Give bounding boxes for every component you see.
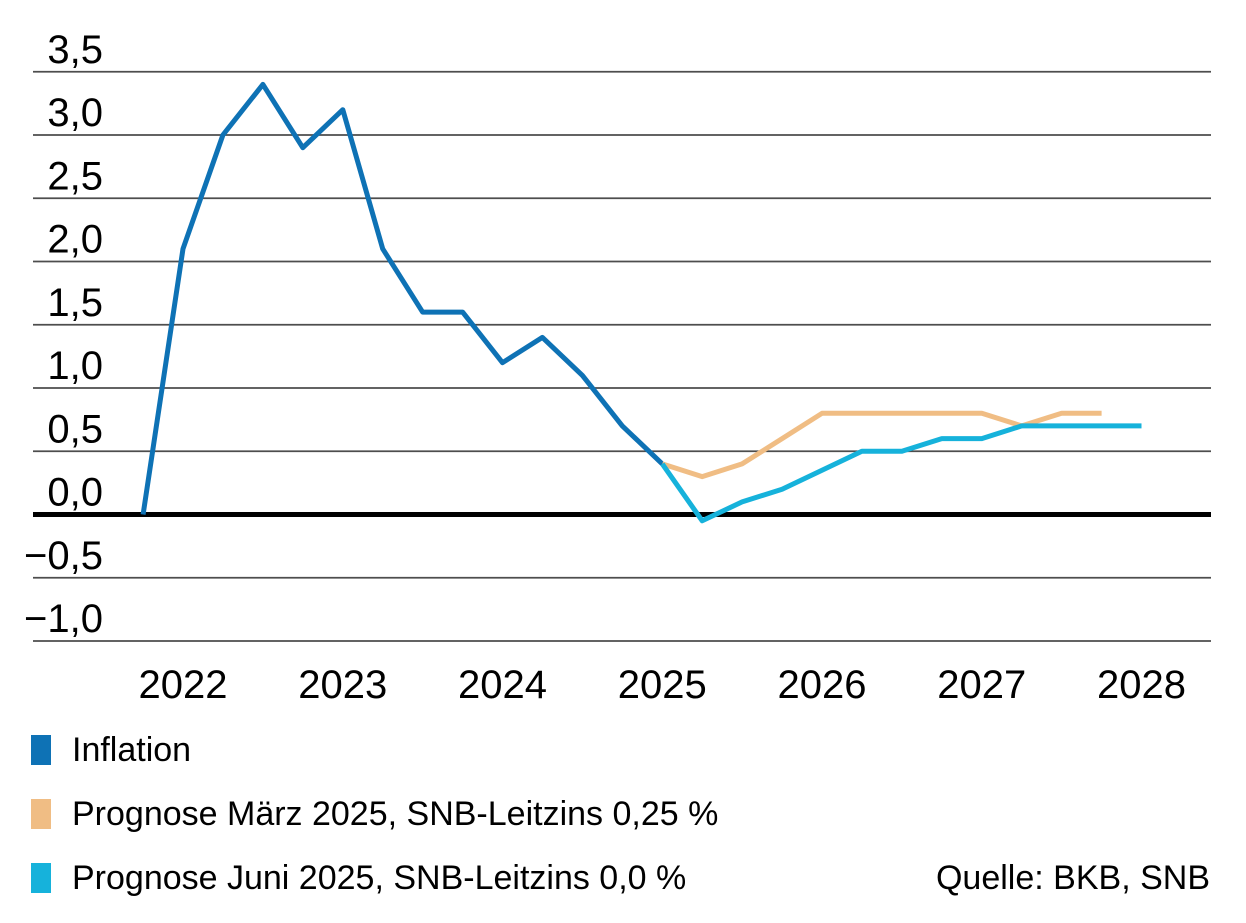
series-line-prognose-maerz-2025 xyxy=(661,410,1102,480)
legend-item-inflation: Inflation xyxy=(31,731,192,769)
inflation-chart-plot: 3,5 3,0 2,5 2,0 1,5 1,0 0,5 0,0 −0,5 −1,0 2022 2023… xyxy=(24,28,1211,707)
legend-label-prognose-maerz: Prognose März 2025, SNB-Leitzins 0,25 % xyxy=(72,795,719,833)
source-label: Quelle: BKB, SNB xyxy=(935,859,1210,897)
y-tick-label: 1,5 xyxy=(47,281,103,325)
y-tick-label: 3,0 xyxy=(47,91,103,135)
x-year-label: 2025 xyxy=(618,663,707,707)
x-year-label: 2024 xyxy=(458,663,547,707)
x-year-label: 2028 xyxy=(1097,663,1186,707)
y-tick-label: 0,0 xyxy=(47,471,103,515)
legend-label-prognose-juni: Prognose Juni 2025, SNB-Leitzins 0,0 % xyxy=(72,859,687,897)
legend-label-inflation: Inflation xyxy=(72,731,192,769)
x-year-label: 2022 xyxy=(139,663,228,707)
y-tick-label: −1,0 xyxy=(24,597,103,641)
prognose-maerz-color-swatch xyxy=(31,799,51,829)
y-tick-label: 2,5 xyxy=(47,154,103,198)
legend-item-prognose-juni: Prognose Juni 2025, SNB-Leitzins 0,0 % xyxy=(31,859,687,897)
series-line-prognose-juni-2025 xyxy=(660,423,1142,524)
y-tick-label: 1,0 xyxy=(47,344,103,388)
prognose-juni-color-swatch xyxy=(31,863,51,893)
legend-item-prognose-maerz: Prognose März 2025, SNB-Leitzins 0,25 % xyxy=(31,795,719,833)
x-year-label: 2027 xyxy=(937,663,1026,707)
y-tick-label: 3,5 xyxy=(47,28,103,72)
series-line-inflation xyxy=(140,81,665,515)
x-year-label: 2026 xyxy=(778,663,867,707)
inflation-color-swatch xyxy=(31,735,51,765)
y-tick-label: −0,5 xyxy=(24,534,103,578)
y-tick-label: 0,5 xyxy=(47,407,103,451)
x-year-label: 2023 xyxy=(298,663,387,707)
y-tick-label: 2,0 xyxy=(47,218,103,262)
